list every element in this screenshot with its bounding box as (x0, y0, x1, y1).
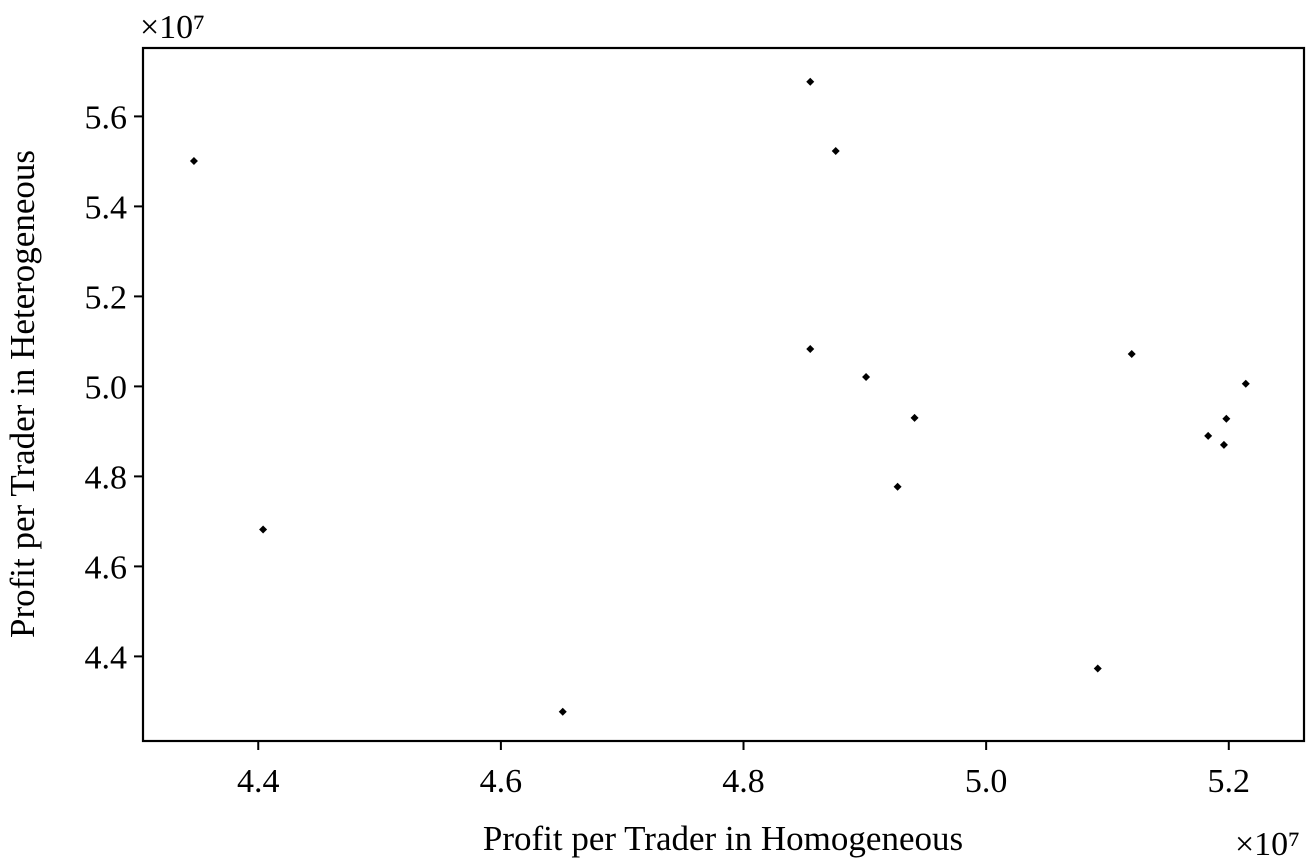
data-point (862, 372, 871, 381)
data-point (1219, 440, 1228, 449)
x-tick-label: 4.6 (480, 763, 523, 800)
y-axis-ticks: 4.4 4.6 4.8 5.0 5.2 5.4 5.6 (85, 99, 143, 676)
y-tick-label: 5.4 (85, 189, 128, 226)
data-point (806, 345, 815, 354)
y-tick-label: 5.0 (85, 369, 128, 406)
x-axis-label: Profit per Trader in Homogeneous (483, 819, 963, 858)
x-axis-ticks: 4.4 4.6 4.8 5.0 5.2 (237, 741, 1250, 800)
x-axis-multiplier: ×10⁷ (1235, 826, 1300, 863)
y-axis-multiplier: ×10⁷ (140, 9, 205, 46)
y-axis-label: Profit per Trader in Heterogeneous (3, 150, 42, 638)
y-tick-label: 4.8 (85, 459, 128, 496)
x-tick-label: 5.0 (965, 763, 1008, 800)
x-tick-label: 4.4 (237, 763, 280, 800)
data-point (189, 156, 198, 165)
data-point (831, 147, 840, 156)
x-tick-label: 4.8 (722, 763, 765, 800)
data-point (806, 77, 815, 86)
y-tick-label: 5.6 (85, 99, 128, 136)
data-point (910, 413, 919, 422)
data-point (259, 525, 268, 534)
data-point (1093, 664, 1102, 673)
scatter-points (189, 77, 1250, 716)
data-point (1241, 379, 1250, 388)
data-point (558, 707, 567, 716)
y-tick-label: 5.2 (85, 279, 128, 316)
data-point (1127, 350, 1136, 358)
plot-frame (141, 46, 1306, 743)
data-point (1204, 431, 1213, 440)
y-tick-label: 4.4 (85, 639, 128, 676)
x-tick-label: 5.2 (1208, 763, 1251, 800)
y-tick-label: 4.6 (85, 549, 128, 586)
data-point (1222, 414, 1231, 423)
data-point (893, 482, 902, 491)
